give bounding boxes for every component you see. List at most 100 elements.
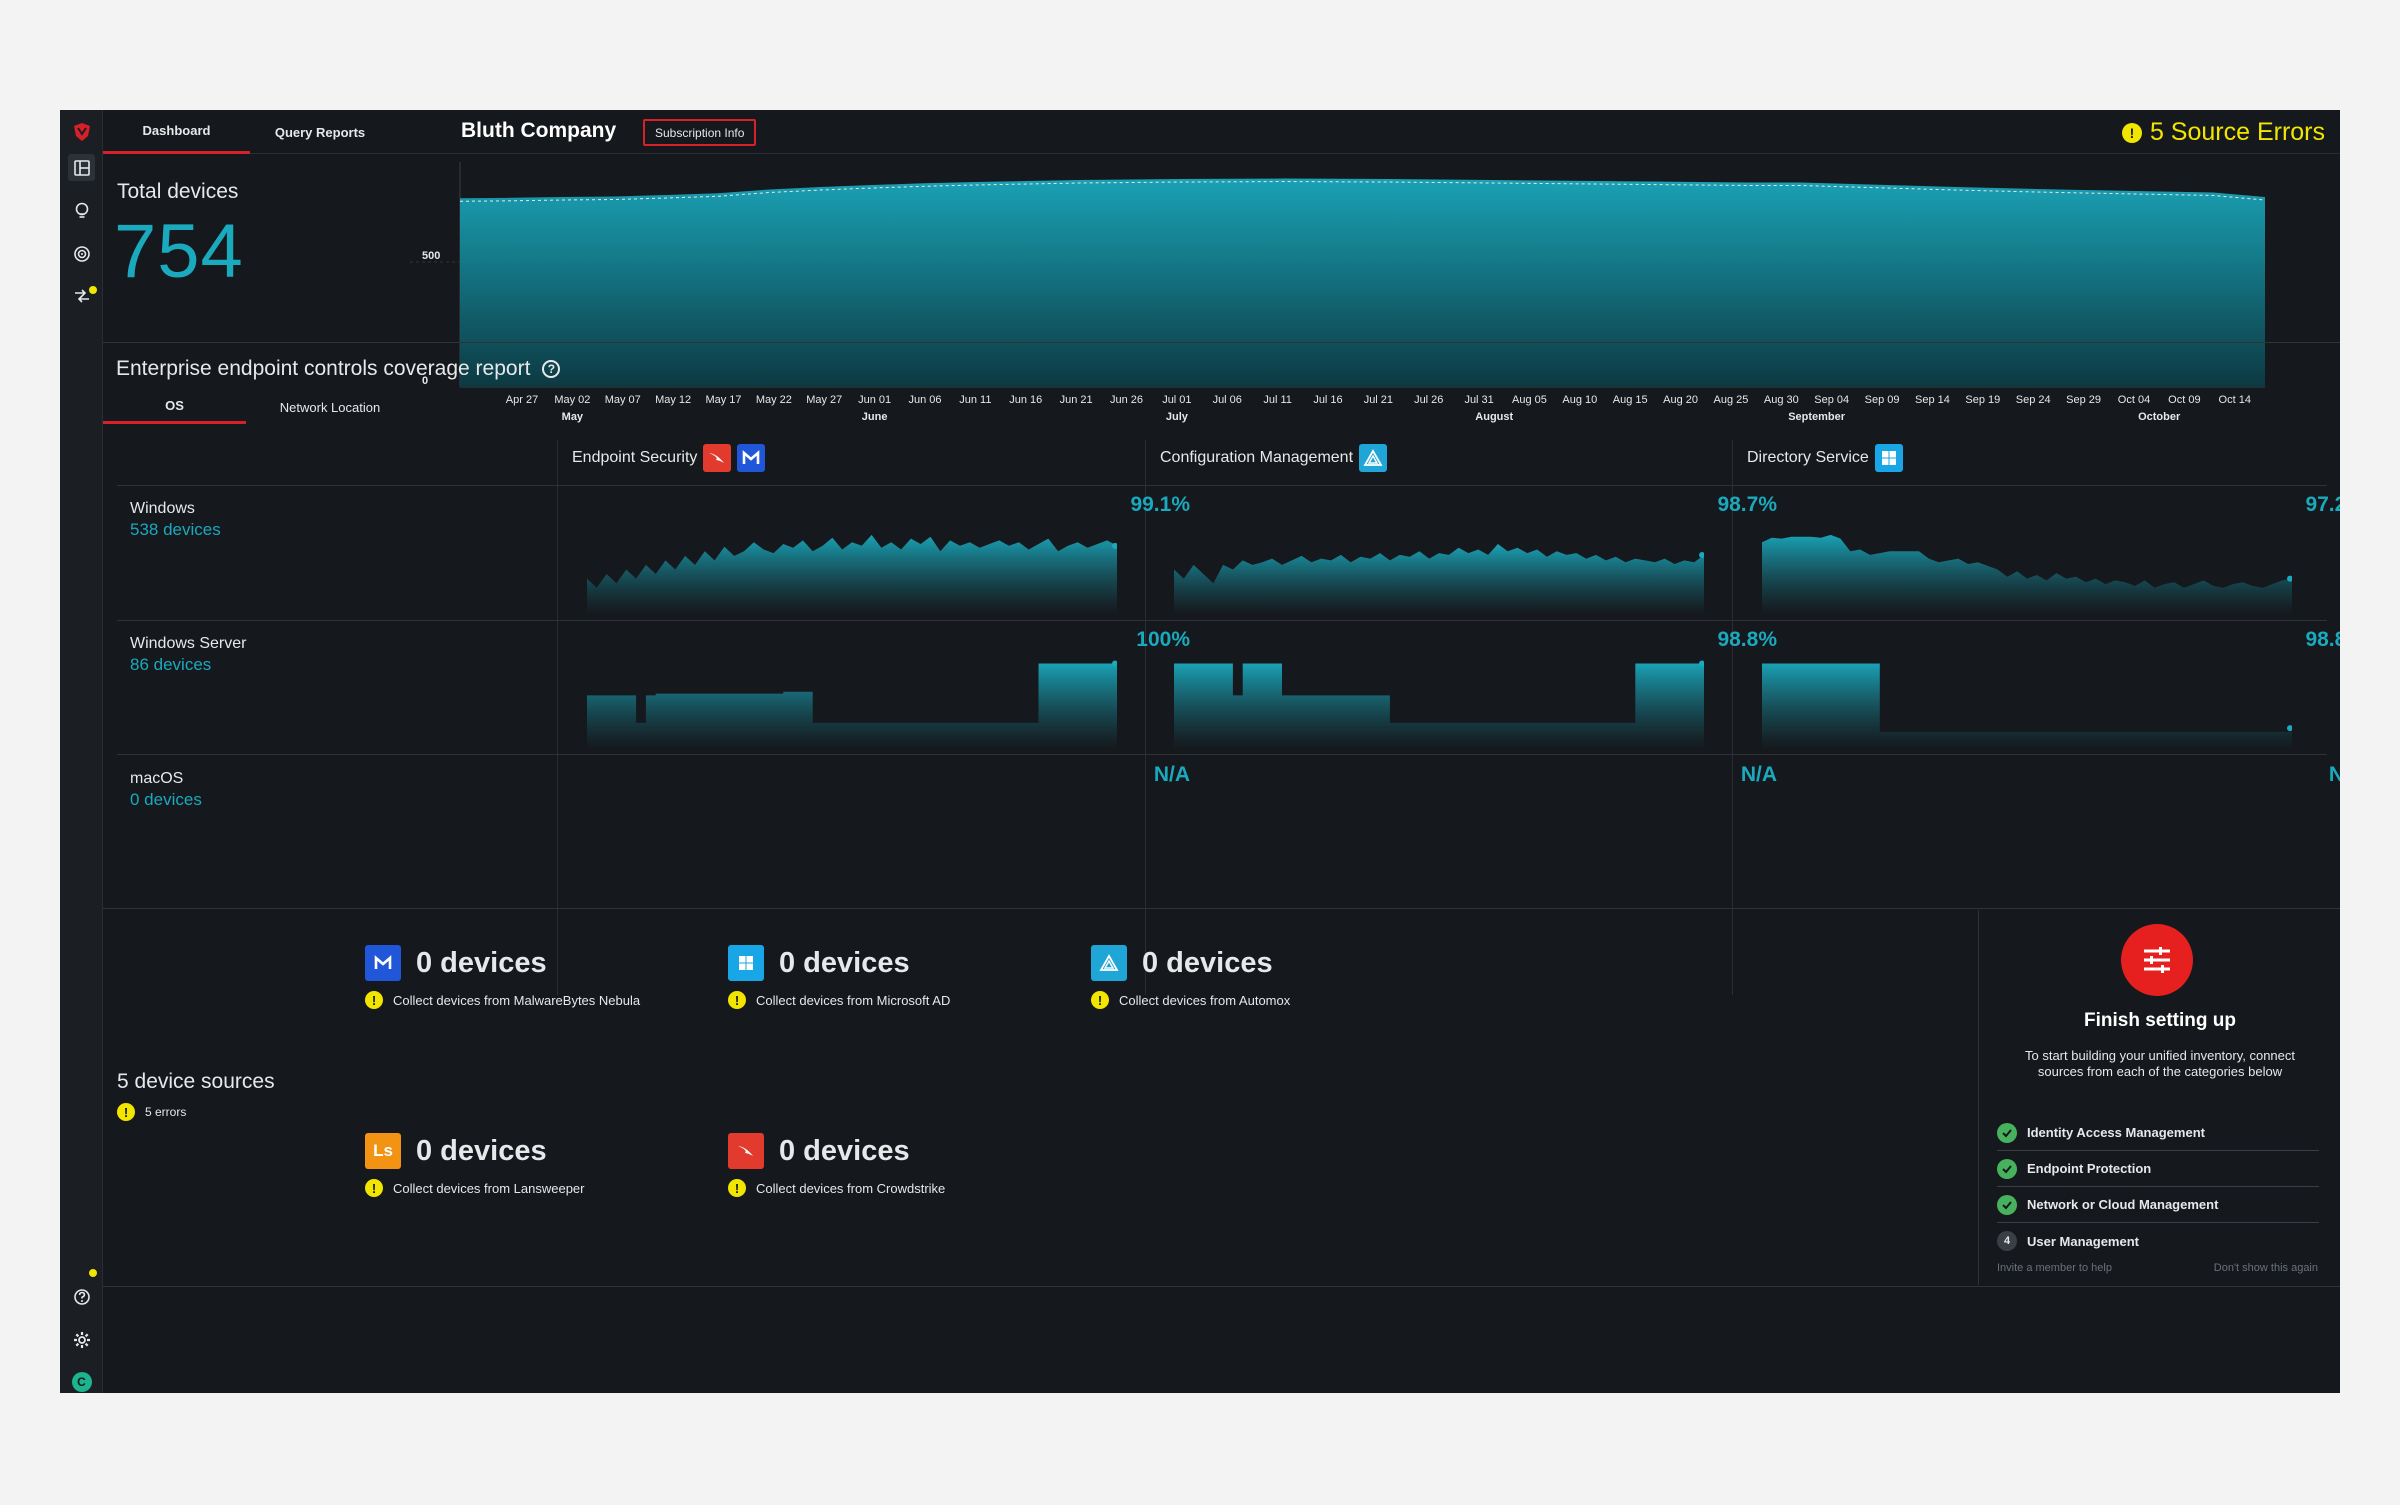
shield-logo-icon[interactable] [68,118,95,145]
source-card-malwarebytes[interactable]: 0 devices ! Collect devices from MalwareB… [365,945,640,1009]
source-device-count: 0 devices [779,946,910,979]
side-rail: C [60,110,103,1393]
x-tick-label: May 12 [655,394,691,406]
setup-step-identity[interactable]: Identity Access Management [1997,1115,2319,1151]
sparkline-area [587,534,1117,615]
integrations-icon[interactable] [68,282,95,309]
column-separator [557,440,558,995]
warning-icon: ! [365,1179,383,1197]
sparkline-server-config [1174,660,1704,750]
row-divider [117,620,2327,621]
sparkline-area [1762,534,2292,615]
warning-icon: ! [728,1179,746,1197]
user-avatar[interactable]: C [68,1368,95,1393]
x-tick-label: Jul 26 [1414,394,1443,406]
x-tick-label: Jun 26 [1110,394,1143,406]
x-tick-label: Oct 04 [2118,394,2150,406]
x-tick-label: Sep 24 [2016,394,2051,406]
tab-query-reports[interactable]: Query Reports [274,124,366,140]
x-tick-label: Jul 16 [1313,394,1342,406]
dont-show-again-link[interactable]: Don't show this again [2213,1262,2318,1274]
sparkline-area [1174,663,1704,750]
row-count-macos[interactable]: 0 devices [130,790,202,809]
help-circle-icon[interactable]: ? [542,360,561,378]
notification-dot [89,286,97,294]
row-divider [117,754,2327,755]
x-tick-label: Jul 01 [1162,394,1191,406]
source-card-lansweeper[interactable]: Ls 0 devices ! Collect devices from Lansw… [365,1133,584,1197]
crowdstrike-logo-icon [728,1133,764,1169]
x-tick-label: May 07 [605,394,641,406]
bulb-icon[interactable] [68,197,95,224]
tab-dashboard[interactable]: Dashboard [103,110,250,154]
app-window: C Dashboard Query Reports Bluth Company … [60,110,2340,1393]
column-separator [1732,440,1733,995]
help-notification-dot [89,1269,97,1277]
automox-logo-icon [1091,945,1127,981]
source-card-microsoft-ad[interactable]: 0 devices ! Collect devices from Microsof… [728,945,950,1009]
column-directory-service: Directory Service [1747,442,1903,474]
sparkline-endpoint [2287,575,2292,582]
company-name: Bluth Company [461,119,617,142]
source-card-crowdstrike[interactable]: 0 devices ! Collect devices from Crowdstr… [728,1133,945,1197]
row-count-windows-server[interactable]: 86 devices [130,655,212,674]
x-tick-label: Jul 11 [1263,394,1292,406]
column-label: Configuration Management [1160,449,1354,466]
warning-icon: ! [117,1103,135,1121]
gear-icon[interactable] [68,1326,95,1353]
warning-icon: ! [1091,991,1109,1009]
month-label: July [1166,411,1189,423]
dashboard-icon[interactable] [68,154,95,181]
top-bar: Dashboard Query Reports Bluth Company Su… [103,110,2340,154]
total-devices-label: Total devices [117,180,239,203]
target-icon[interactable] [68,240,95,267]
coverage-percent: N/A [2328,763,2340,786]
y-tick-label: 500 [422,250,440,262]
setup-step-endpoint[interactable]: Endpoint Protection [1997,1151,2319,1187]
row-count-windows[interactable]: 538 devices [130,520,221,539]
coverage-percent: 98.8% [1717,628,1777,651]
x-tick-label: May 27 [806,394,842,406]
sparkline-endpoint [2287,725,2292,732]
malwarebytes-logo-icon [365,945,401,981]
month-label: August [1475,411,1513,423]
month-label: October [2138,411,2181,423]
x-tick-label: Sep 09 [1865,394,1900,406]
coverage-title-label: Enterprise endpoint controls coverage re… [116,357,531,380]
section-divider [103,342,2340,343]
invite-member-link[interactable]: Invite a member to help [1997,1262,2112,1274]
subscription-info-button[interactable]: Subscription Info [643,119,757,146]
source-errors-label: 5 Source Errors [2149,118,2325,146]
subtab-network-location[interactable]: Network Location [279,399,381,415]
source-message: Collect devices from Automox [1119,992,1291,1008]
check-circle-icon [1997,1122,2017,1143]
sparkline-area [1762,663,2292,750]
step-label: Endpoint Protection [2027,1161,2152,1176]
lansweeper-logo-icon: Ls [365,1133,401,1169]
column-label: Endpoint Security [572,449,698,466]
malwarebytes-logo-icon [737,444,766,472]
x-tick-label: Jul 31 [1464,394,1493,406]
warning-icon: ! [2121,122,2142,143]
setup-step-network[interactable]: Network or Cloud Management [1997,1187,2319,1223]
x-tick-label: Sep 29 [2066,394,2101,406]
setup-step-user[interactable]: 4 User Management [1997,1223,2319,1259]
section-divider [103,908,2340,909]
sparkline-area [587,663,1117,750]
setup-title: Finish setting up [2084,1010,2236,1031]
source-errors-link[interactable]: ! 5 Source Errors [2121,118,2325,147]
coverage-percent: 98.7% [1717,493,1777,516]
source-message: Collect devices from Microsoft AD [756,992,951,1008]
sparkline-windows-endpoint [587,534,1117,615]
x-tick-label: Jul 06 [1213,394,1242,406]
device-sources-title: 5 device sources [117,1070,275,1093]
windows-logo-icon [1874,444,1903,472]
x-tick-label: Oct 14 [2219,394,2251,406]
step-label: Identity Access Management [2027,1125,2205,1140]
subtab-os[interactable]: OS [103,390,246,424]
section-divider [103,1286,2340,1287]
x-tick-label: Jun 11 [959,394,991,406]
source-card-automox[interactable]: 0 devices ! Collect devices from Automox [1091,945,1290,1009]
help-icon[interactable] [68,1283,95,1310]
errors-label: 5 errors [145,1105,187,1119]
